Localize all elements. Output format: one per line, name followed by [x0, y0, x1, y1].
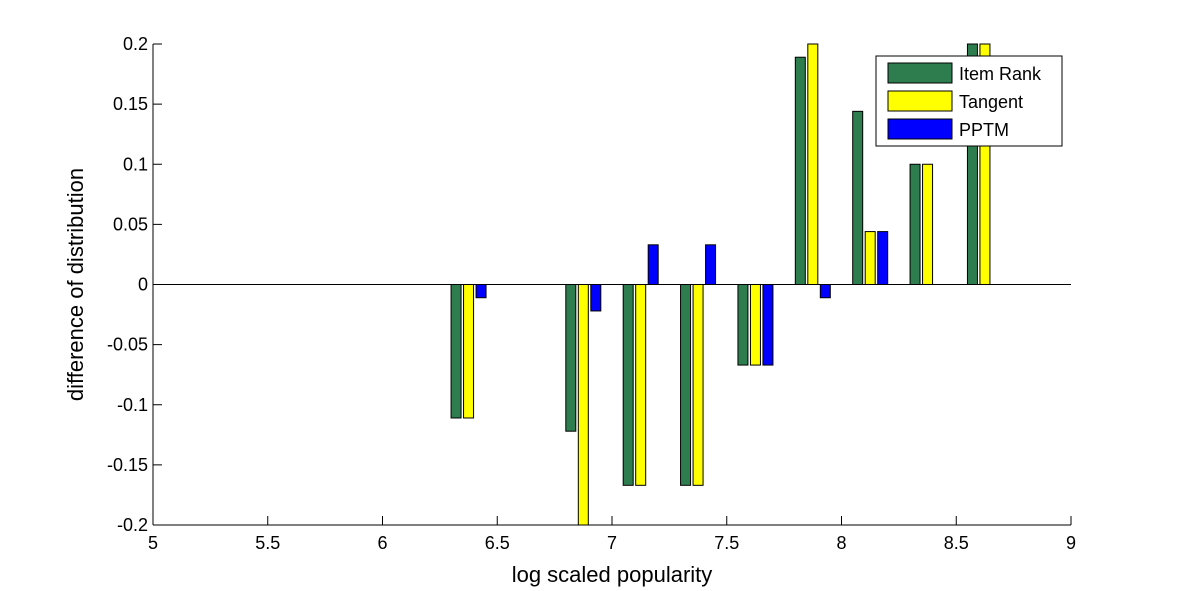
bar-pptm-0 [475, 284, 487, 299]
y-tick-label: 0 [138, 275, 148, 295]
legend-label-item-rank: Item Rank [959, 64, 1042, 84]
bar-item-rank-0 [450, 284, 462, 419]
bar-pptm-4 [762, 284, 774, 366]
x-tick-label: 5.5 [255, 533, 280, 553]
bar-pptm-2 [647, 244, 659, 286]
bar-item-rank-1 [565, 284, 577, 432]
bar-pptm-3 [705, 244, 717, 286]
bar-item-rank-5 [794, 56, 806, 286]
y-ticks: -0.2 -0.15 -0.1 -0.05 0 0.05 0.1 0.15 0.2 [107, 34, 162, 535]
legend: Item Rank Tangent PPTM [875, 55, 1063, 147]
bar-pptm-6 [877, 231, 889, 285]
bar-tangent-2 [635, 284, 647, 486]
x-tick-label: 8 [836, 533, 846, 553]
legend-label-pptm: PPTM [959, 120, 1009, 140]
bar-item-rank-2 [622, 284, 634, 486]
bar-pptm-5 [819, 284, 831, 299]
x-tick-label: 7.5 [714, 533, 739, 553]
bar-item-rank-3 [680, 284, 692, 486]
x-tick-label: 8.5 [944, 533, 969, 553]
legend-swatch-tangent [887, 90, 953, 112]
bar-pptm-1 [590, 284, 602, 312]
x-axis-label: log scaled popularity [512, 562, 713, 587]
y-tick-label: -0.2 [117, 515, 148, 535]
y-tick-label: -0.05 [107, 335, 148, 355]
legend-label-tangent: Tangent [959, 92, 1023, 112]
y-tick-label: 0.15 [113, 94, 148, 114]
legend-swatch-pptm [887, 118, 953, 140]
bar-tangent-3 [692, 284, 704, 486]
x-ticks: 5 5.5 6 6.5 7 7.5 8 8.5 9 [148, 516, 1076, 553]
y-tick-label: 0.05 [113, 214, 148, 234]
bar-tangent-1 [577, 284, 589, 526]
bar-item-rank-6 [852, 110, 864, 285]
x-tick-label: 9 [1066, 533, 1076, 553]
bar-tangent-0 [463, 284, 475, 419]
y-axis-label: difference of distribution [63, 168, 88, 401]
legend-swatch-item-rank [887, 62, 953, 84]
bar-item-rank-7 [909, 163, 921, 285]
x-tick-label: 6.5 [485, 533, 510, 553]
x-tick-label: 7 [607, 533, 617, 553]
y-tick-label: -0.1 [117, 395, 148, 415]
bar-tangent-6 [864, 231, 876, 285]
y-tick-label: -0.15 [107, 455, 148, 475]
x-tick-label: 6 [377, 533, 387, 553]
y-tick-label: 0.1 [123, 154, 148, 174]
bar-tangent-4 [749, 284, 761, 366]
bar-item-rank-4 [737, 284, 749, 366]
bars [450, 43, 991, 526]
y-tick-label: 0.2 [123, 34, 148, 54]
bar-tangent-5 [807, 43, 819, 285]
x-tick-label: 5 [148, 533, 158, 553]
bar-tangent-7 [922, 163, 934, 285]
